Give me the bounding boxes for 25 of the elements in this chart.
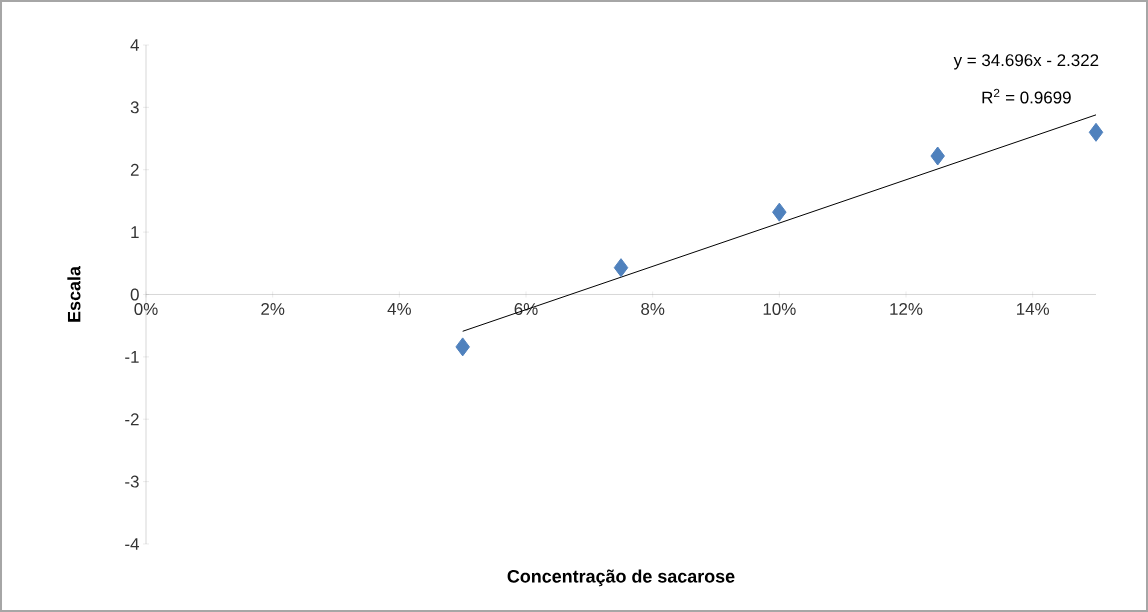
x-tick-label: 14% [1017, 303, 1050, 315]
x-axis-title: Concentração de sacarose [507, 569, 735, 587]
y-tick-label: 1 [131, 226, 139, 238]
x-tick-label: 8% [641, 303, 665, 315]
point [772, 202, 787, 222]
x-tick-label: 0% [134, 303, 158, 315]
y-axis-title: Escala [67, 265, 81, 322]
x-tick-label: 2% [261, 303, 285, 315]
y-tick-label: 4 [130, 39, 139, 51]
point [455, 337, 470, 357]
annotation: R$^{2}$ = 0.9699 [982, 88, 1071, 104]
x-tick-label: 4% [387, 303, 411, 315]
y-tick-label: 2 [130, 163, 139, 176]
y-tick-label: -2 [125, 413, 139, 426]
y-tick-label: -3 [125, 475, 139, 488]
point [613, 258, 629, 278]
point [930, 146, 945, 166]
annotation: y = 34.696x - 2.322 [953, 54, 1099, 70]
point [1088, 122, 1104, 142]
y-tick-label: 3 [130, 101, 139, 114]
y-tick-label: 0 [130, 288, 139, 301]
x-tick-label: 12% [890, 303, 923, 315]
y-tick-label: -1 [125, 351, 139, 363]
y-tick-label: -4 [125, 538, 139, 550]
x-tick-label: 10% [763, 303, 796, 315]
